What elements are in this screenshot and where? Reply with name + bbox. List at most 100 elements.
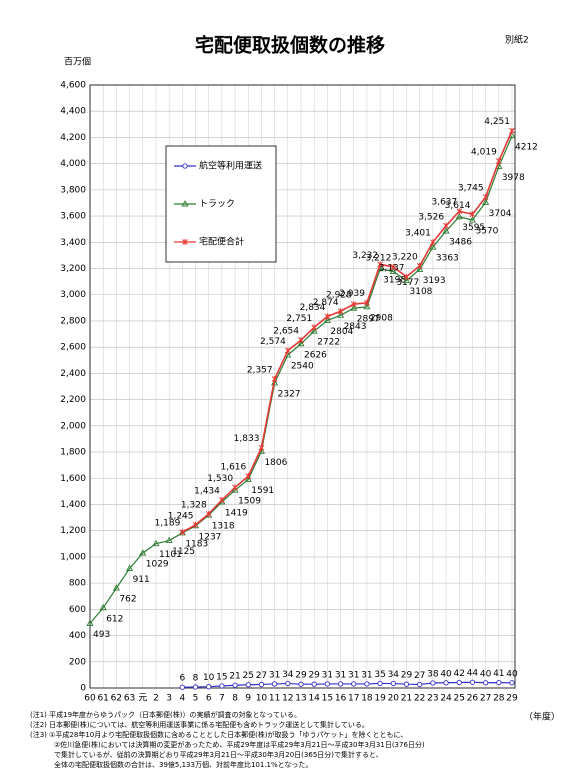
data-label: 21 (229, 672, 240, 682)
data-label: 1591 (251, 486, 274, 496)
x-tick-label: 22 (414, 694, 425, 704)
y-tick-label: 4,400 (60, 107, 86, 117)
data-label: 2843 (344, 322, 367, 332)
note: (注1) 平成19年度からゆうパック（日本郵便(株)）の実績が調査の対象となって… (30, 710, 301, 719)
marker (363, 302, 371, 310)
y-tick-label: 4,200 (60, 133, 86, 143)
marker (443, 680, 449, 686)
data-label: 2327 (278, 389, 301, 399)
data-label: 3363 (436, 254, 459, 264)
data-label: 31 (322, 670, 333, 680)
x-axis-label: （年度） (524, 711, 560, 723)
x-tick-label: 9 (245, 694, 251, 704)
data-label: 34 (282, 670, 294, 680)
y-tick-label: 400 (69, 631, 86, 641)
x-tick-label: 23 (427, 694, 438, 704)
data-label: 4,251 (484, 117, 510, 127)
data-label: 2626 (304, 350, 327, 360)
marker (509, 127, 515, 134)
data-label: 3,220 (392, 252, 418, 262)
note: (注3) ①平成28年10月より宅配便取扱個数に含めることとした日本郵便(株)が… (30, 730, 407, 739)
marker (364, 299, 370, 306)
data-label: 27 (256, 671, 267, 681)
y-tick-label: 1,800 (60, 448, 86, 458)
x-tick-label: 63 (124, 694, 135, 704)
x-tick-label: 17 (348, 694, 359, 704)
data-label: 40 (440, 669, 452, 679)
x-tick-label: 28 (493, 694, 505, 704)
x-tick-label: 18 (361, 694, 373, 704)
data-label: 3978 (502, 173, 525, 183)
marker (206, 684, 212, 690)
data-label: 38 (427, 670, 439, 680)
data-label: 40 (506, 669, 518, 679)
marker (258, 444, 265, 451)
data-label: 3,614 (445, 201, 471, 211)
data-label: 1125 (172, 547, 195, 557)
marker (258, 681, 265, 688)
data-label: 2804 (330, 327, 353, 337)
marker (125, 564, 134, 572)
x-tick-label: 3 (166, 694, 172, 704)
marker (271, 681, 278, 687)
marker (179, 684, 185, 690)
data-label: 1509 (238, 497, 261, 507)
data-label: 3595 (462, 223, 485, 233)
y-tick-label: 3,400 (60, 238, 86, 248)
data-label: 31 (361, 670, 372, 680)
data-label: 1,530 (207, 474, 233, 484)
marker (298, 681, 304, 687)
marker (311, 681, 317, 687)
y-tick-label: 3,800 (60, 185, 86, 195)
data-label: 1,434 (194, 487, 220, 497)
data-label: 2,751 (286, 314, 312, 324)
marker (244, 475, 252, 482)
note: 全体の宅配便取扱個数の合計は、39億5,133万個、対前年度比101.1%となっ… (54, 760, 312, 769)
marker (456, 208, 463, 215)
data-label: 31 (348, 670, 359, 680)
page-label: 別紙2 (505, 34, 529, 46)
data-label: 3,212 (366, 253, 392, 263)
data-label: 3198 (383, 275, 406, 285)
marker (139, 549, 147, 556)
marker (377, 680, 383, 687)
y-tick-label: 4,600 (60, 81, 86, 91)
marker (430, 680, 436, 686)
data-label: 3,232 (352, 251, 378, 261)
marker (402, 276, 411, 284)
marker (351, 681, 357, 687)
y-tick-label: 0 (80, 684, 86, 694)
x-tick-label: 29 (506, 694, 518, 704)
marker (336, 311, 345, 318)
data-label: 3193 (423, 276, 446, 286)
marker (324, 313, 331, 320)
data-label: 3,526 (418, 212, 444, 222)
x-tick-label: 60 (84, 694, 96, 704)
marker (205, 510, 212, 517)
data-label: 15 (216, 673, 227, 683)
marker (152, 539, 160, 547)
note: で集計しているが、従前の決算期どおり平成29年3月21日～平成30年3月20日(… (54, 750, 383, 759)
y-axis-label: 百万個 (64, 56, 91, 68)
data-label: 2,357 (247, 366, 273, 376)
y-tick-label: 200 (69, 657, 86, 667)
data-label: 41 (493, 669, 504, 679)
data-label: 29 (401, 671, 413, 681)
data-label: 44 (467, 669, 479, 679)
data-label: 25 (243, 671, 254, 681)
marker (403, 681, 410, 687)
x-tick-label: 14 (308, 694, 320, 704)
marker (389, 267, 397, 274)
x-tick-label: 4 (179, 694, 185, 704)
data-label: 3704 (489, 209, 512, 219)
marker (350, 304, 358, 311)
marker (219, 497, 225, 504)
data-label: 493 (93, 630, 110, 640)
data-label: 2897 (357, 315, 380, 325)
data-label: 1101 (159, 550, 182, 560)
x-tick-label: 19 (374, 694, 386, 704)
data-label: 3570 (475, 227, 498, 237)
marker (443, 222, 449, 229)
marker (416, 262, 423, 269)
